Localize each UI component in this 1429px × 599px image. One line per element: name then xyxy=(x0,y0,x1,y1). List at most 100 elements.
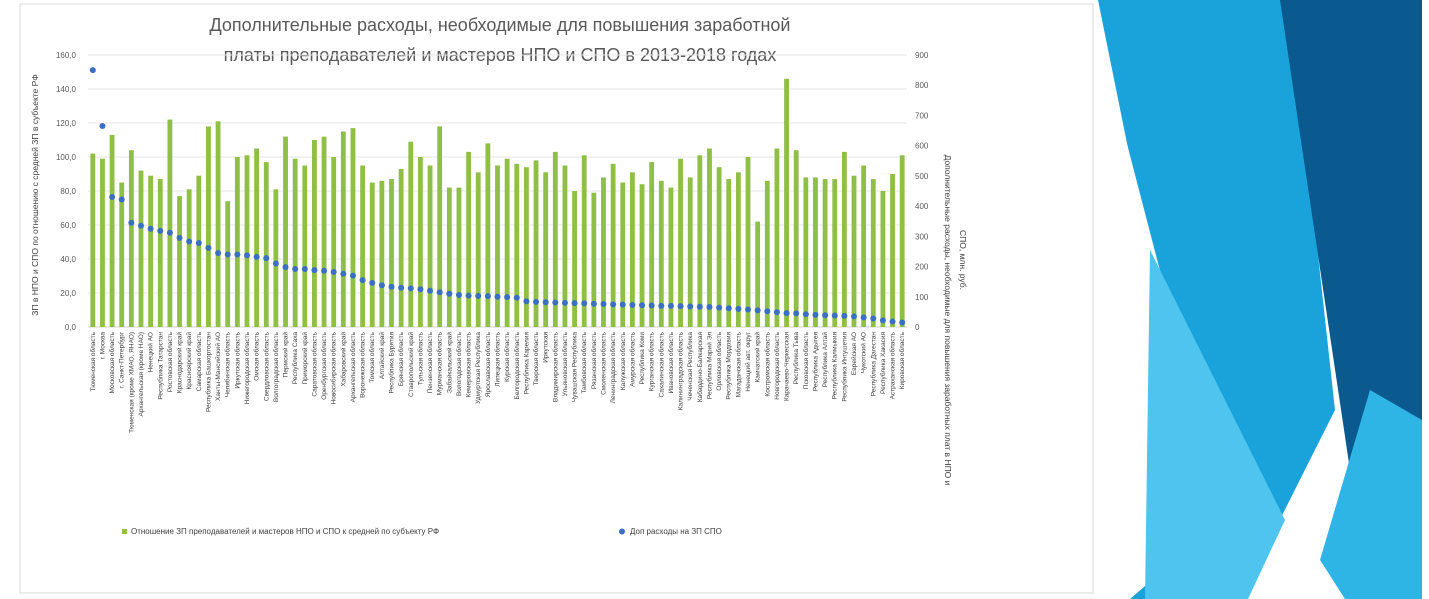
bar xyxy=(562,165,568,327)
data-point xyxy=(359,277,366,284)
bar xyxy=(533,160,539,327)
data-point xyxy=(687,303,694,310)
category-label: Кировская область xyxy=(898,331,906,389)
legend: Отношение ЗП преподавателей и мастеров Н… xyxy=(122,527,722,536)
bar xyxy=(813,177,818,327)
data-point xyxy=(513,294,520,301)
y-right-tick-label: 200 xyxy=(915,263,929,272)
chart-frame xyxy=(19,3,1094,594)
data-point xyxy=(764,308,771,315)
data-point xyxy=(590,300,597,307)
data-point xyxy=(321,267,328,274)
y-left-tick-label: 20,0 xyxy=(60,289,76,298)
data-point xyxy=(677,303,684,310)
category-label: Республика Тыва xyxy=(792,332,800,385)
data-point xyxy=(109,194,116,201)
category-label: Смоленская область xyxy=(599,331,607,394)
category-label: Иркутская область xyxy=(233,331,241,388)
data-point xyxy=(455,291,462,298)
y-right-tick-label: 700 xyxy=(915,111,929,120)
data-point xyxy=(879,317,886,324)
category-label: Республика Ингушетия xyxy=(840,332,848,402)
y-left-tick-label: 0,0 xyxy=(65,323,77,332)
data-point xyxy=(417,286,424,293)
bar xyxy=(408,141,414,327)
data-point xyxy=(523,298,530,305)
bar xyxy=(841,151,847,327)
data-point xyxy=(851,313,858,320)
category-label: Республика Саха xyxy=(291,332,299,385)
data-point xyxy=(446,290,453,297)
category-label: Краснодарский край xyxy=(176,332,184,394)
data-point xyxy=(696,303,703,310)
data-point xyxy=(147,225,154,232)
bar xyxy=(292,158,298,327)
tick-labels: 0,0 20,0 40,0 60,0 80,0 100,0 120,0 140,0 160,0 0… xyxy=(56,51,929,332)
data-point xyxy=(292,265,299,272)
category-label: Ярославская область xyxy=(484,331,492,397)
category-label: г. Москва xyxy=(99,332,106,360)
category-label: Орловская область xyxy=(715,331,723,390)
category-label: Волгоградская область xyxy=(272,331,280,402)
bar xyxy=(369,182,375,327)
y-right-tick-label: 100 xyxy=(915,293,929,302)
bar xyxy=(119,182,125,327)
data-point xyxy=(388,283,395,290)
data-point xyxy=(600,301,607,308)
legend-label-points: Доп расходы на ЗП СПО xyxy=(630,527,722,536)
data-point xyxy=(639,302,646,309)
bar xyxy=(629,172,635,327)
data-point xyxy=(243,252,250,259)
category-label: Воронежская область xyxy=(359,331,367,398)
y-left-tick-label: 140,0 xyxy=(56,85,77,94)
data-point xyxy=(311,267,318,274)
data-point xyxy=(253,253,260,260)
bar xyxy=(735,172,741,327)
category-label: Иркутская xyxy=(543,332,550,363)
category-label: Республика Башкортостан xyxy=(204,332,212,412)
chart: Дополнительные расходы, необходимые для … xyxy=(19,3,1094,594)
data-point xyxy=(369,279,376,286)
category-label: Кабардино-Балкарская xyxy=(696,332,704,403)
bar xyxy=(340,131,346,327)
data-point xyxy=(494,293,501,300)
category-label: Ростовская область xyxy=(166,331,174,392)
data-point xyxy=(802,311,809,318)
category-label: Тверская область xyxy=(532,331,540,385)
category-label: Ставропольский край xyxy=(407,332,415,397)
category-label: Тамбовская область xyxy=(580,331,588,393)
category-label: Чеченская Республика xyxy=(686,332,694,401)
category-label: Республика Хакасия xyxy=(879,332,887,394)
bar xyxy=(427,165,433,327)
y-axis-right-label-line2: СПО, млн. руб. xyxy=(958,230,968,290)
bar xyxy=(601,177,606,327)
bar xyxy=(687,177,693,327)
data-point xyxy=(118,196,125,203)
category-label: Тюменская (кроме ХМАО, ЯНАО) xyxy=(128,332,135,433)
bar xyxy=(543,172,549,327)
category-label: Ленинградская область xyxy=(609,331,617,403)
y-right-tick-label: 600 xyxy=(915,142,929,151)
category-label: Магаданская область xyxy=(734,331,742,397)
data-point xyxy=(571,300,578,307)
bar xyxy=(456,187,462,327)
category-label: Владимирская область xyxy=(551,331,559,402)
bar xyxy=(514,163,520,327)
category-label: г. Санкт-Петербург xyxy=(118,331,126,388)
point-series xyxy=(89,67,906,326)
data-point xyxy=(667,302,674,309)
category-label: Московская область xyxy=(108,331,116,393)
y-left-tick-label: 80,0 xyxy=(60,187,76,196)
data-point xyxy=(205,244,212,251)
deco-chevron-bottom xyxy=(1320,390,1422,599)
category-label: Чувашская Республика xyxy=(571,332,579,403)
data-point xyxy=(725,305,732,312)
bar xyxy=(861,165,867,327)
category-label: Ненецкий авт. округ xyxy=(744,331,752,391)
category-label: Ненецкий АО xyxy=(147,332,155,372)
data-point xyxy=(234,251,241,258)
data-point xyxy=(330,268,337,275)
data-point xyxy=(157,227,164,234)
category-label: Липецкая область xyxy=(494,331,502,386)
